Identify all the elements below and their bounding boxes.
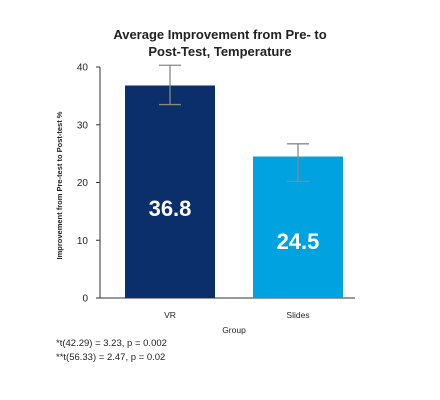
bar-value-label: 24.5 — [277, 229, 320, 254]
bar-value-label: 36.8 — [149, 196, 192, 221]
chart-title-line-1: Average Improvement from Pre- to — [113, 27, 327, 42]
y-tick-label: 40 — [77, 63, 89, 74]
y-tick-label: 20 — [77, 178, 89, 189]
y-tick-label: 30 — [77, 120, 89, 131]
footnote-2: **t(56.33) = 2.47, p = 0.02 — [56, 352, 166, 363]
bar — [125, 85, 215, 298]
y-axis-label: Improvement from Pre-test to Post-test % — [55, 111, 64, 259]
chart-title-line-2: Post-Test, Temperature — [148, 44, 292, 59]
x-tick-label: Slides — [286, 310, 309, 320]
footnote-1: *t(42.29) = 3.23, p = 0.002 — [56, 338, 167, 349]
x-axis-label: Group — [222, 325, 246, 335]
x-tick-label: VR — [164, 310, 176, 320]
y-tick-label: 10 — [77, 236, 89, 247]
y-tick-label: 0 — [82, 294, 88, 305]
